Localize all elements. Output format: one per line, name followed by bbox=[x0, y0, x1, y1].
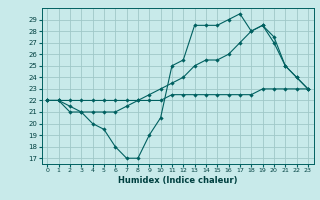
X-axis label: Humidex (Indice chaleur): Humidex (Indice chaleur) bbox=[118, 176, 237, 185]
